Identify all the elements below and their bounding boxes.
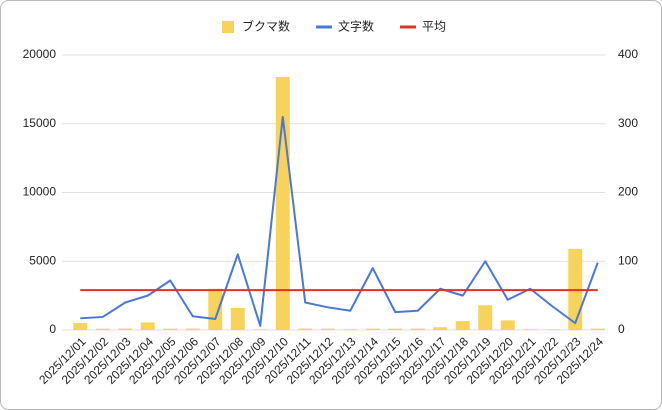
legend-swatch	[222, 21, 234, 33]
legend-label: 平均	[422, 20, 446, 34]
bar	[95, 328, 110, 330]
bar	[163, 328, 178, 330]
bar	[523, 329, 538, 330]
line	[80, 115, 599, 327]
y2-tick-label: 100	[618, 253, 638, 267]
bar	[433, 327, 448, 330]
y-tick-label: 20000	[23, 47, 57, 61]
bar	[298, 328, 313, 330]
y-tick-label: 15000	[23, 116, 57, 130]
y-tick-label: 10000	[23, 185, 57, 199]
bar	[478, 305, 493, 330]
bar	[590, 328, 605, 330]
y2-tick-label: 300	[618, 116, 638, 130]
bar	[500, 320, 515, 330]
bar	[343, 329, 358, 330]
bar	[545, 329, 560, 330]
legend-label: ブクマ数	[242, 19, 290, 34]
bar	[410, 328, 425, 330]
bar	[185, 328, 200, 330]
bar	[320, 328, 335, 330]
legend-label: 文字数	[338, 19, 374, 34]
y-tick-label: 0	[49, 322, 56, 336]
bar	[208, 288, 223, 330]
bar	[118, 328, 133, 330]
y2-tick-label: 200	[618, 185, 638, 199]
y2-tick-label: 400	[618, 47, 638, 61]
bar	[253, 329, 268, 330]
bar	[388, 328, 403, 330]
bar	[455, 321, 470, 330]
bar	[275, 77, 290, 330]
bar	[73, 323, 88, 330]
bar	[230, 308, 245, 330]
bar	[365, 328, 380, 330]
y-tick-label: 5000	[29, 253, 56, 267]
bar	[140, 322, 155, 330]
y2-tick-label: 0	[618, 322, 625, 336]
